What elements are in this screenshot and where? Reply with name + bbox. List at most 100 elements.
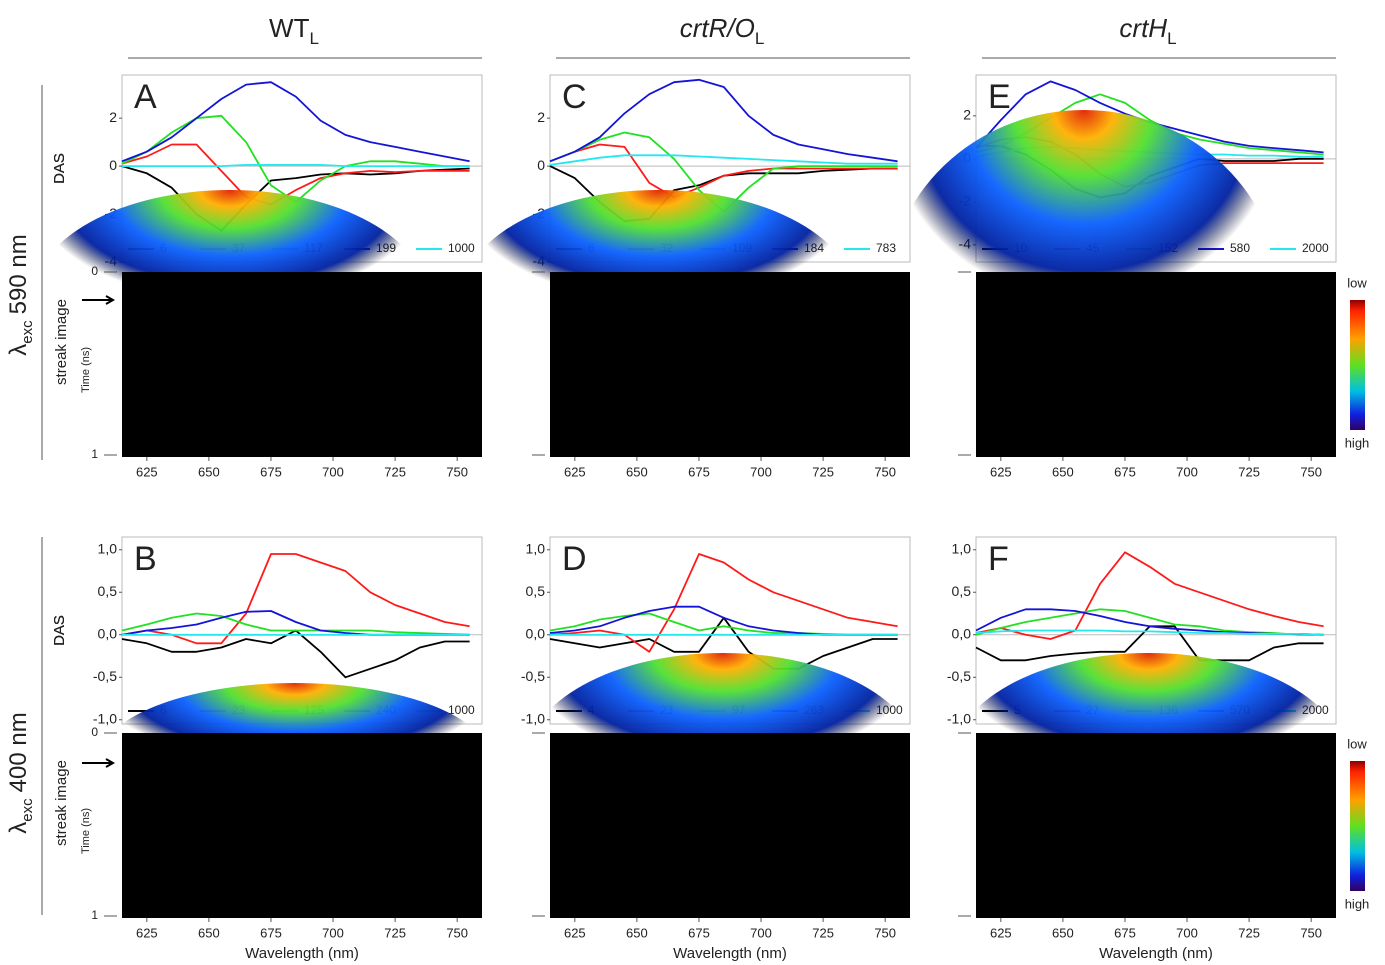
legend-label: 1000 [448, 703, 475, 717]
row-symbol: λ [5, 822, 32, 834]
row-label: λexc 590 nm [5, 234, 36, 355]
x-tick-label: 675 [688, 464, 710, 479]
column-title: crtHL [1119, 13, 1176, 49]
y-tick-label: -1,0 [93, 710, 117, 726]
column-sub: L [309, 29, 318, 48]
x-tick-label: 625 [990, 925, 1012, 940]
x-tick-label: 650 [198, 925, 220, 940]
x-tick-label: 725 [812, 464, 834, 479]
row-sub: exc [19, 320, 36, 344]
panel-letter: C [562, 78, 587, 116]
das-line [975, 629, 1324, 636]
row-name: 590 nm [5, 234, 32, 314]
x-tick-label: 700 [322, 925, 344, 940]
das-line [121, 553, 470, 645]
column-title: WTL [269, 13, 319, 49]
colorbar-low: low [1347, 736, 1367, 751]
row-label: λexc 400 nm [5, 712, 36, 833]
colorbar [1350, 761, 1365, 891]
time-tick-label: 0 [91, 725, 98, 739]
panel-letter: A [134, 78, 157, 116]
x-tick-label: 750 [1300, 925, 1322, 940]
streak-label: streak image [53, 760, 70, 846]
panel-letter: F [988, 540, 1009, 578]
x-tick-label: 625 [564, 464, 586, 479]
x-tick-label: 650 [1052, 925, 1074, 940]
excitation-arrow [82, 758, 116, 768]
streak-mask [122, 733, 482, 762]
time-label: Time (ns) [80, 808, 92, 854]
colorbar-high: high [1345, 435, 1370, 450]
row-name: 400 nm [5, 712, 32, 792]
y-tick-label: 0,0 [98, 625, 118, 641]
x-tick-label: 700 [750, 464, 772, 479]
x-tick-label: 675 [688, 925, 710, 940]
panel-letter: B [134, 540, 157, 578]
x-tick-label: 725 [1238, 925, 1260, 940]
y-tick-label: 2 [537, 109, 545, 125]
x-tick-label: 625 [136, 464, 158, 479]
y-tick-label: -0,5 [947, 668, 971, 684]
y-tick-label: 1,0 [952, 540, 972, 556]
das-line [549, 143, 898, 199]
x-tick-label: 725 [812, 925, 834, 940]
streak-mask [550, 272, 910, 299]
time-tick-label: 1 [91, 908, 98, 922]
time-tick-label: 0 [91, 264, 98, 278]
x-tick-label: 650 [1052, 464, 1074, 479]
streak-mask [122, 272, 482, 299]
panel-letter: E [988, 78, 1011, 116]
x-axis-label: Wavelength (nm) [245, 945, 359, 962]
x-tick-label: 650 [198, 464, 220, 479]
streak-glow [886, 110, 1282, 490]
column-title: crtR/OL [680, 13, 765, 49]
x-tick-label: 725 [1238, 464, 1260, 479]
y-axis-label: DAS [51, 153, 68, 184]
column-name: crtR/O [680, 13, 755, 43]
das-line [121, 81, 470, 163]
x-tick-label: 700 [1176, 925, 1198, 940]
streak-glow [32, 190, 428, 410]
x-tick-label: 625 [564, 925, 586, 940]
column-sub: L [755, 29, 764, 48]
legend-label: 1000 [448, 241, 475, 255]
y-tick-label: 0,0 [952, 625, 972, 641]
streak-mask [976, 733, 1336, 762]
column-name: crtH [1119, 13, 1167, 43]
x-tick-label: 700 [750, 925, 772, 940]
x-tick-label: 625 [990, 464, 1012, 479]
x-tick-label: 725 [384, 925, 406, 940]
das-line [549, 553, 898, 653]
x-axis-label: Wavelength (nm) [673, 945, 787, 962]
colorbar [1350, 300, 1365, 430]
y-axis-label: DAS [51, 153, 68, 184]
streak-glow [96, 683, 493, 843]
legend-label: 2000 [1302, 241, 1329, 255]
streak-mask [550, 733, 910, 762]
das-line [121, 629, 470, 679]
y-axis-label: DAS [51, 615, 68, 646]
x-tick-label: 675 [260, 925, 282, 940]
colorbar-low: low [1347, 275, 1367, 290]
x-tick-label: 700 [322, 464, 344, 479]
y-tick-label: 1,0 [526, 540, 546, 556]
das-line [121, 143, 470, 206]
y-tick-label: -0,5 [521, 668, 545, 684]
x-tick-label: 750 [874, 464, 896, 479]
x-tick-label: 750 [874, 925, 896, 940]
x-tick-label: 675 [1114, 464, 1136, 479]
streak-glow [460, 190, 856, 410]
y-tick-label: 0,5 [98, 583, 118, 599]
x-tick-label: 625 [136, 925, 158, 940]
y-tick-label: 0,5 [952, 583, 972, 599]
y-tick-label: 0 [109, 157, 117, 173]
y-tick-label: 0,5 [526, 583, 546, 599]
row-sub: exc [19, 798, 36, 822]
y-tick-label: 0 [537, 157, 545, 173]
y-axis-label: DAS [51, 615, 68, 646]
time-tick-label: 1 [91, 447, 98, 461]
streak-mask [976, 272, 1336, 299]
x-axis-label: Wavelength (nm) [1099, 945, 1213, 962]
y-tick-label: -0,5 [93, 668, 117, 684]
